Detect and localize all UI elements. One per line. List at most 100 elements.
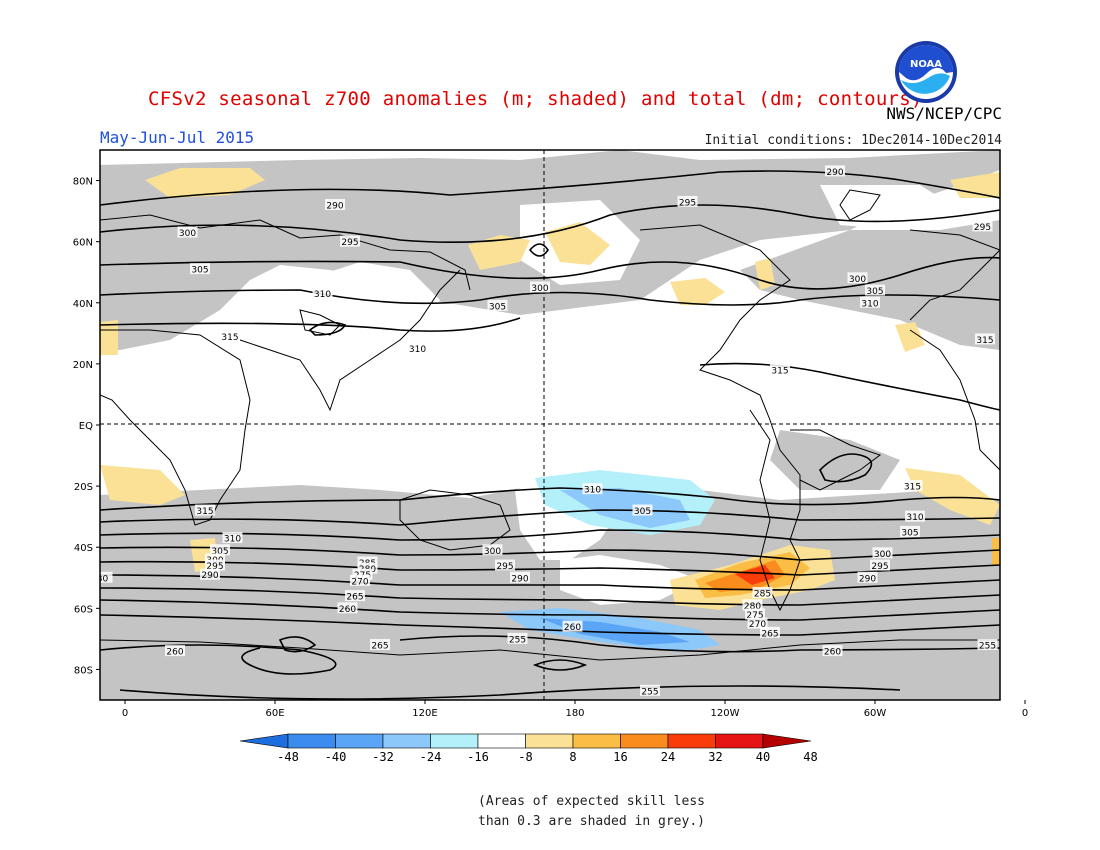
contour-value: 295: [341, 238, 358, 248]
lon-label: 120E: [412, 708, 437, 719]
latitude-axis: 80N 60N 40N 20N EQ 20S 40S 60S 80S: [73, 177, 100, 676]
colorbar-tick-label: 16: [613, 750, 627, 764]
contour-label: 310: [222, 532, 243, 545]
contour-value: 280: [744, 602, 761, 612]
contour-value: 260: [564, 623, 581, 633]
contour-label: 300: [847, 272, 868, 285]
contour-value: 285: [754, 590, 771, 600]
contour-label: 300: [177, 226, 198, 239]
contour-label: 290: [825, 165, 845, 178]
contour-label: 255: [640, 684, 660, 697]
contour-value: 255: [979, 642, 996, 652]
colorbar-bin: [477, 733, 526, 749]
lat-label: 40N: [73, 299, 93, 310]
contour-label: 295: [495, 559, 515, 572]
contour-value: 295: [206, 562, 223, 572]
contour-label: 305: [210, 544, 230, 557]
contour-value: 315: [771, 367, 788, 377]
colorbar-bin: [287, 733, 336, 749]
contour-value: 265: [371, 642, 388, 652]
contour-label: 310: [860, 296, 880, 309]
contour-label: 260: [822, 645, 843, 658]
lat-label: 20N: [73, 360, 93, 371]
contour-label: 255: [977, 639, 998, 652]
lat-label: 60N: [73, 238, 93, 249]
contour-label: 290: [200, 568, 220, 581]
contour-label: 295: [677, 195, 698, 208]
colorbar-bin: [620, 733, 669, 749]
lon-label: 180: [565, 708, 584, 719]
contour-label: 315: [770, 364, 790, 377]
lon-label: 120W: [711, 708, 740, 719]
contour-label: 290: [325, 199, 345, 212]
contour-value: 310: [584, 486, 601, 496]
contour-label: 315: [1000, 404, 1020, 417]
map-title: CFSv2 seasonal z700 anomalies (m; shaded…: [148, 88, 923, 110]
contour-value: 300: [484, 547, 501, 557]
contour-label: 295: [205, 559, 225, 572]
contour-value: 255: [641, 687, 658, 697]
contour-label: 260: [337, 602, 358, 615]
lon-label: 0: [122, 708, 128, 719]
colorbar-tick-label: 24: [661, 750, 675, 764]
colorbar-tick-label: 8: [569, 750, 576, 764]
contour-label: 295: [870, 559, 890, 572]
positive-anomalies: [100, 168, 1000, 610]
contour-label: 300: [872, 547, 893, 560]
noaa-logo: NOAA: [895, 41, 957, 103]
colorbar-bin: [715, 733, 764, 749]
contour-value: 310: [314, 290, 331, 300]
contour-value: 310: [906, 513, 923, 523]
contour-label: 310: [312, 287, 333, 300]
contour-label: 315: [902, 480, 923, 493]
contour-label: 305: [190, 263, 210, 276]
colorbar-tick-label: 32: [708, 750, 722, 764]
lat-label: 20S: [74, 482, 93, 493]
color-legend: -48 -40 -32 -24 -16 -8 8 16 24 32 40 48: [239, 733, 818, 764]
contour-value: 275: [746, 611, 763, 621]
contour-label: 285: [752, 587, 773, 600]
contour-value: 295: [496, 562, 513, 572]
contour-value: 300: [179, 229, 196, 239]
colorbar-tick-label: -32: [372, 750, 394, 764]
contour-value: 255: [509, 635, 526, 645]
contour-label: 255: [507, 632, 528, 645]
contour-value: 310: [409, 345, 426, 355]
contour-label: 270: [350, 574, 370, 587]
lon-label: 0: [1022, 708, 1028, 719]
colorbar-arrow-low: [239, 733, 289, 749]
contour-label: 305: [487, 299, 508, 312]
footnote-line-2: than 0.3 are shaded in grey.): [478, 814, 705, 829]
contour-label: 310: [407, 342, 428, 355]
contour-label: 300: [482, 544, 503, 557]
contour-label: 300: [530, 281, 550, 294]
colorbar-bin: [667, 733, 716, 749]
contour-value: 265: [346, 593, 363, 603]
contour-value: 270: [351, 577, 368, 587]
contour-value: 315: [1001, 406, 1018, 416]
contour-label: 305: [632, 504, 653, 517]
contour-label: 265: [760, 626, 780, 639]
contour-label: 270: [747, 617, 768, 630]
colorbar-tick-label: 40: [756, 750, 770, 764]
contour-label: 305: [865, 284, 885, 297]
lat-label: 80N: [73, 177, 93, 188]
contour-value: 310: [224, 535, 241, 545]
contour-label: 295: [340, 235, 360, 248]
contour-label: 315: [195, 504, 215, 517]
contour-value: 300: [874, 550, 891, 560]
colorbar-tick-label: -24: [420, 750, 442, 764]
contour-value: 315: [196, 507, 213, 517]
contour-label: 265: [370, 639, 390, 652]
contour-value: 290: [326, 202, 343, 212]
contour-value: 260: [824, 648, 841, 658]
colorbar-tick-label: -40: [325, 750, 347, 764]
lon-label: 60W: [864, 708, 887, 719]
colorbar-tick-label: -16: [467, 750, 489, 764]
colorbar-bin: [430, 733, 479, 749]
contour-label: 290: [510, 571, 530, 584]
contour-value: 260: [339, 605, 356, 615]
contour-label: 315: [220, 330, 240, 343]
